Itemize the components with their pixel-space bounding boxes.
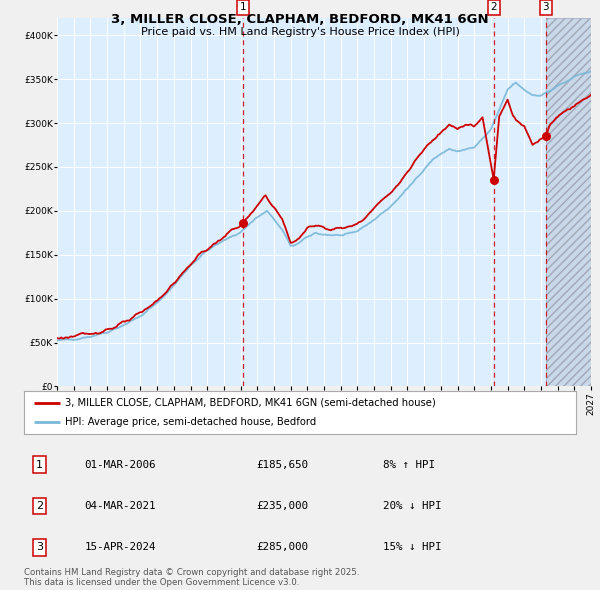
Text: 2: 2 <box>36 501 43 511</box>
Bar <box>546 18 591 386</box>
Text: £285,000: £285,000 <box>256 542 308 552</box>
Text: HPI: Average price, semi-detached house, Bedford: HPI: Average price, semi-detached house,… <box>65 417 317 427</box>
Text: 1: 1 <box>36 460 43 470</box>
Text: 3, MILLER CLOSE, CLAPHAM, BEDFORD, MK41 6GN (semi-detached house): 3, MILLER CLOSE, CLAPHAM, BEDFORD, MK41 … <box>65 398 436 408</box>
Text: 3: 3 <box>542 2 549 12</box>
Text: £185,650: £185,650 <box>256 460 308 470</box>
Text: £235,000: £235,000 <box>256 501 308 511</box>
Text: 3, MILLER CLOSE, CLAPHAM, BEDFORD, MK41 6GN: 3, MILLER CLOSE, CLAPHAM, BEDFORD, MK41 … <box>111 13 489 26</box>
Text: 1: 1 <box>240 2 247 12</box>
Text: 15-APR-2024: 15-APR-2024 <box>85 542 156 552</box>
Text: Contains HM Land Registry data © Crown copyright and database right 2025.
This d: Contains HM Land Registry data © Crown c… <box>24 568 359 587</box>
Text: 8% ↑ HPI: 8% ↑ HPI <box>383 460 435 470</box>
Text: 15% ↓ HPI: 15% ↓ HPI <box>383 542 442 552</box>
Text: 04-MAR-2021: 04-MAR-2021 <box>85 501 156 511</box>
Text: 01-MAR-2006: 01-MAR-2006 <box>85 460 156 470</box>
Text: 2: 2 <box>490 2 497 12</box>
Text: Price paid vs. HM Land Registry's House Price Index (HPI): Price paid vs. HM Land Registry's House … <box>140 27 460 37</box>
Text: 3: 3 <box>36 542 43 552</box>
Text: 20% ↓ HPI: 20% ↓ HPI <box>383 501 442 511</box>
